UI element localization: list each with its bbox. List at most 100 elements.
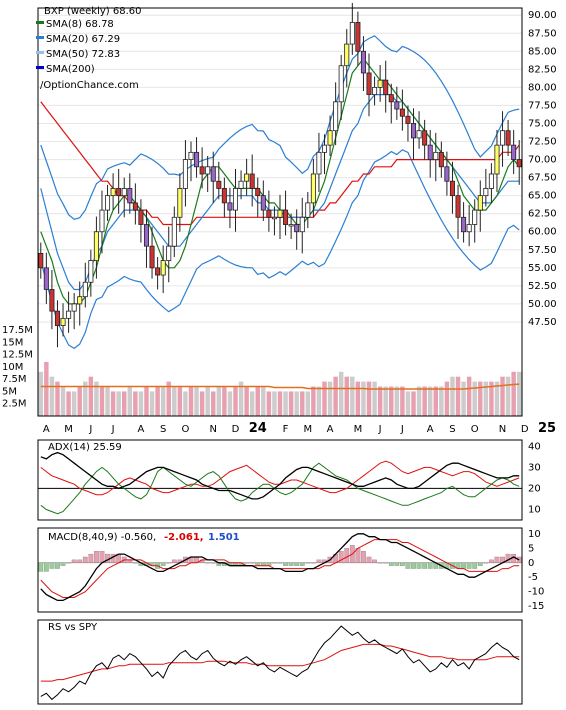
candle-body [405,115,411,124]
macd-histogram-bar [311,562,316,564]
bollinger-lower [40,149,520,350]
x-tick-label: J [400,424,404,435]
volume-tick-label: 7.5M [2,374,27,385]
volume-bar [283,391,288,416]
volume-tick-label: 10M [2,362,23,373]
macd-histogram-bar [372,559,377,563]
volume-bar [188,386,194,416]
macd-histogram-bar [411,562,416,569]
volume-bar [49,376,55,416]
volume-bar [377,386,383,416]
legend-swatch-sma50 [36,51,44,54]
macd-histogram-bar [160,562,166,566]
macd-histogram-bar [132,562,138,564]
panel-frames [37,7,523,705]
candle-body [466,224,472,233]
candle-body [399,108,405,117]
candle-body [43,267,49,290]
candle-body [294,224,300,233]
volume-bar [249,391,255,416]
candle-body [411,123,417,139]
candle-body [388,94,394,103]
volume-bar [83,381,88,416]
price-tick-label: 52.50 [528,281,557,292]
candle-body [472,209,478,225]
panel-frame [37,7,523,417]
volume-bar [338,371,344,416]
volume-bar [478,381,483,416]
price-tick-label: 50.00 [528,299,557,310]
macd-histogram-bar [427,562,433,569]
price-tick-label: 57.50 [528,245,557,256]
bollinger-upper [40,35,520,220]
volume-bar [505,376,511,416]
x-tick-label: 25 [538,421,556,436]
volume-bar [405,391,411,416]
macd-tick-label: -10 [528,587,544,598]
candle-body [232,188,239,211]
candle-body [38,252,44,269]
macd-histogram-bar [94,551,99,563]
candle-body [500,130,506,146]
volume-bar [205,386,210,416]
macd-histogram-bar [82,556,88,563]
x-tick-label: F [283,424,289,435]
volume-bar [110,391,116,416]
candle-body [494,144,500,175]
macd-title: MACD(8,40,9) -0.560, [48,532,156,543]
macd-signal-value: -2.061, [164,532,204,543]
macd-histogram-bar [472,562,478,569]
macd-histogram-bar [99,551,105,563]
candle-body [283,209,289,225]
volume-bar [389,386,394,416]
volume-bar [394,386,400,416]
adx-tick-label: 30 [528,462,541,473]
x-tick-label: J [88,424,92,435]
macd-histogram-bar [388,562,394,566]
legend-sma20: SMA(20) 67.29 [46,34,120,45]
candle-body [121,188,127,197]
candle-body [77,296,83,305]
macd-histogram-bar [416,562,422,569]
volume-bar [88,376,94,416]
candle-body [132,202,138,211]
price-tick-label: 65.00 [528,191,557,202]
volume-bar [211,391,216,416]
candle-body [416,130,422,139]
plus-di-line [40,462,520,515]
candle-body [505,130,511,146]
candle-body [49,289,55,312]
macd-histogram-bar [299,562,305,566]
legend-sma50: SMA(50) 72.83 [46,49,120,60]
volume-bar [416,386,422,416]
volume-bar [483,381,489,416]
macd-tick-label: 10 [528,529,541,540]
price-tick-label: 70.00 [528,155,557,166]
macd-histogram-bar [338,551,344,563]
macd-histogram-bar [305,562,311,564]
macd-histogram-bar [210,562,216,564]
candle-body [511,144,517,160]
candle-body [66,310,72,319]
candle-body [138,209,144,225]
volume-bar [105,386,110,416]
macd-histogram-bar [166,562,172,564]
candle-body [116,188,122,197]
volume-bar [511,371,516,416]
x-tick-label: D [232,424,240,435]
volume-bar [55,381,60,416]
volume-bar [66,391,71,416]
macd-histogram-bar [66,562,71,564]
volume-bar [327,381,333,416]
volume-bar [183,391,188,416]
candle-body [93,231,99,262]
candle-body [194,151,200,168]
x-tick-label: N [499,424,506,435]
x-tick-label: O [181,424,189,435]
volume-bar [38,371,44,416]
price-panel: 90.00 87.50 85.00 82.50 80.00 77.50 75.00 72.50… [38,2,557,350]
rs-line [40,625,520,701]
macd-histogram-bar [55,562,60,569]
volume-bar [216,386,222,416]
candle-body [155,267,161,276]
